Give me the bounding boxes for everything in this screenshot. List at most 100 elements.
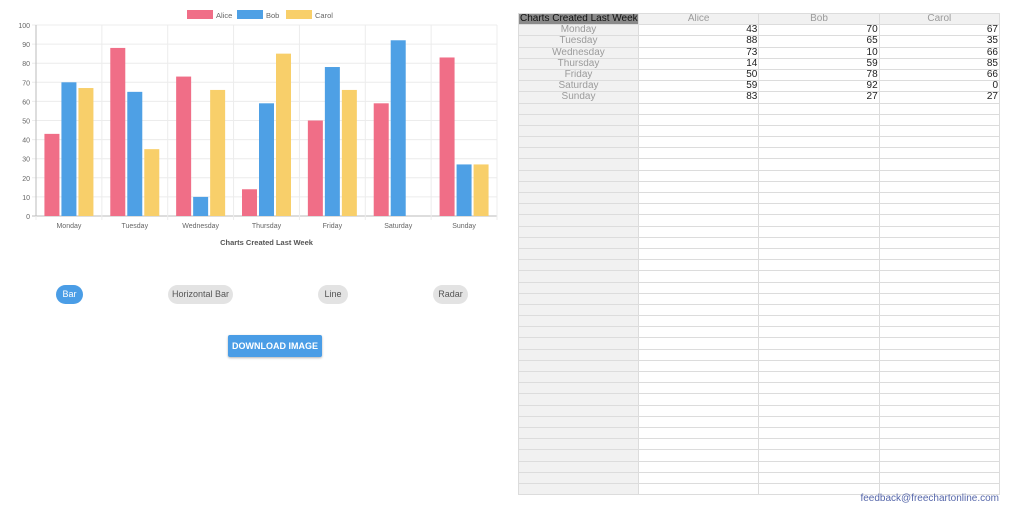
- grid-cell[interactable]: [637, 415, 760, 428]
- feedback-email-link[interactable]: feedback@freechartonline.com: [860, 493, 999, 504]
- grid-cell[interactable]: 0: [878, 80, 1001, 93]
- grid-row-header[interactable]: [518, 203, 639, 216]
- grid-cell[interactable]: [758, 292, 880, 305]
- grid-row-header[interactable]: [518, 482, 639, 496]
- grid-cell[interactable]: 65: [758, 35, 880, 48]
- grid-cell[interactable]: [637, 169, 760, 182]
- grid-cell[interactable]: 92: [758, 80, 880, 93]
- grid-cell[interactable]: [758, 471, 880, 484]
- grid-cell[interactable]: [878, 180, 1001, 194]
- grid-cell[interactable]: [758, 147, 880, 160]
- grid-cell[interactable]: [758, 415, 880, 428]
- grid-row-header[interactable]: [518, 460, 639, 473]
- grid-cell[interactable]: 66: [878, 68, 1001, 82]
- grid-cell[interactable]: [637, 326, 760, 339]
- grid-cell[interactable]: [637, 359, 760, 373]
- grid-cell[interactable]: [758, 393, 880, 406]
- chart-type-radar-button[interactable]: Radar: [433, 285, 468, 304]
- grid-cell[interactable]: [637, 247, 760, 261]
- grid-cell[interactable]: [758, 203, 880, 216]
- grid-cell[interactable]: 59: [758, 57, 880, 70]
- grid-cell[interactable]: [758, 270, 880, 283]
- grid-row-header[interactable]: [518, 270, 639, 283]
- grid-cell[interactable]: [878, 382, 1001, 395]
- grid-cell[interactable]: [878, 404, 1001, 417]
- grid-row-header[interactable]: Wednesday: [518, 46, 639, 59]
- grid-cell[interactable]: [758, 169, 880, 182]
- grid-cell[interactable]: 27: [878, 91, 1001, 104]
- grid-cell[interactable]: 67: [878, 24, 1001, 37]
- grid-row-header[interactable]: Thursday: [518, 57, 639, 70]
- chart-type-bar-button[interactable]: Bar: [56, 285, 83, 304]
- grid-cell[interactable]: 83: [637, 91, 760, 104]
- grid-cell[interactable]: 88: [637, 35, 760, 48]
- grid-cell[interactable]: [637, 292, 760, 305]
- grid-cell[interactable]: [758, 370, 880, 384]
- grid-row-header[interactable]: [518, 247, 639, 261]
- grid-cell[interactable]: [758, 337, 880, 350]
- grid-row-header[interactable]: [518, 337, 639, 350]
- grid-row-header[interactable]: [518, 169, 639, 182]
- grid-column-header[interactable]: Bob: [758, 12, 880, 26]
- grid-cell[interactable]: [878, 236, 1001, 249]
- grid-row-header[interactable]: [518, 180, 639, 194]
- grid-row-header[interactable]: [518, 236, 639, 249]
- grid-cell[interactable]: [637, 191, 760, 205]
- grid-cell[interactable]: [878, 225, 1001, 238]
- grid-row-header[interactable]: [518, 315, 639, 328]
- grid-cell[interactable]: [878, 203, 1001, 216]
- grid-cell[interactable]: [637, 180, 760, 194]
- grid-cell[interactable]: [878, 214, 1001, 227]
- grid-row-header[interactable]: Friday: [518, 68, 639, 82]
- grid-row-header[interactable]: [518, 281, 639, 294]
- grid-cell[interactable]: [758, 136, 880, 149]
- grid-cell[interactable]: [878, 359, 1001, 373]
- grid-cell[interactable]: [878, 147, 1001, 160]
- grid-row-header[interactable]: [518, 326, 639, 339]
- chart-type-horizontal-bar-button[interactable]: Horizontal Bar: [168, 285, 233, 304]
- grid-cell[interactable]: [758, 303, 880, 317]
- grid-cell[interactable]: [758, 236, 880, 249]
- grid-cell[interactable]: [878, 337, 1001, 350]
- grid-cell[interactable]: [758, 158, 880, 171]
- grid-cell[interactable]: 70: [758, 24, 880, 37]
- grid-cell[interactable]: [758, 449, 880, 462]
- grid-row-header[interactable]: Tuesday: [518, 35, 639, 48]
- grid-row-header[interactable]: Sunday: [518, 91, 639, 104]
- grid-row-header[interactable]: [518, 382, 639, 395]
- grid-cell[interactable]: [878, 438, 1001, 451]
- grid-row-header[interactable]: [518, 136, 639, 149]
- grid-row-header[interactable]: [518, 303, 639, 317]
- grid-cell[interactable]: [637, 438, 760, 451]
- grid-cell[interactable]: [758, 225, 880, 238]
- grid-cell[interactable]: [637, 303, 760, 317]
- grid-cell[interactable]: [878, 449, 1001, 462]
- grid-row-header[interactable]: [518, 102, 639, 115]
- grid-cell[interactable]: [878, 471, 1001, 484]
- grid-cell[interactable]: [878, 348, 1001, 361]
- data-grid[interactable]: Charts Created Last Week Alice Bob Carol Mon…: [518, 12, 1001, 496]
- grid-cell[interactable]: [878, 303, 1001, 317]
- grid-cell[interactable]: [878, 426, 1001, 440]
- grid-cell[interactable]: 85: [878, 57, 1001, 70]
- grid-cell[interactable]: 27: [758, 91, 880, 104]
- grid-cell[interactable]: [878, 169, 1001, 182]
- grid-cell[interactable]: [758, 259, 880, 272]
- grid-row-header[interactable]: [518, 426, 639, 440]
- grid-cell[interactable]: [758, 326, 880, 339]
- grid-cell[interactable]: [637, 348, 760, 361]
- grid-row-header[interactable]: [518, 147, 639, 160]
- grid-cell[interactable]: [637, 471, 760, 484]
- grid-row-header[interactable]: [518, 259, 639, 272]
- grid-cell[interactable]: 59: [637, 80, 760, 93]
- grid-cell[interactable]: [878, 259, 1001, 272]
- grid-cell[interactable]: [637, 203, 760, 216]
- grid-cell[interactable]: [878, 102, 1001, 115]
- grid-cell[interactable]: 35: [878, 35, 1001, 48]
- grid-cell[interactable]: [637, 482, 760, 496]
- grid-column-header[interactable]: Carol: [878, 12, 1001, 26]
- grid-cell[interactable]: [758, 102, 880, 115]
- grid-row-header[interactable]: [518, 225, 639, 238]
- grid-row-header[interactable]: [518, 191, 639, 205]
- grid-row-header[interactable]: [518, 415, 639, 428]
